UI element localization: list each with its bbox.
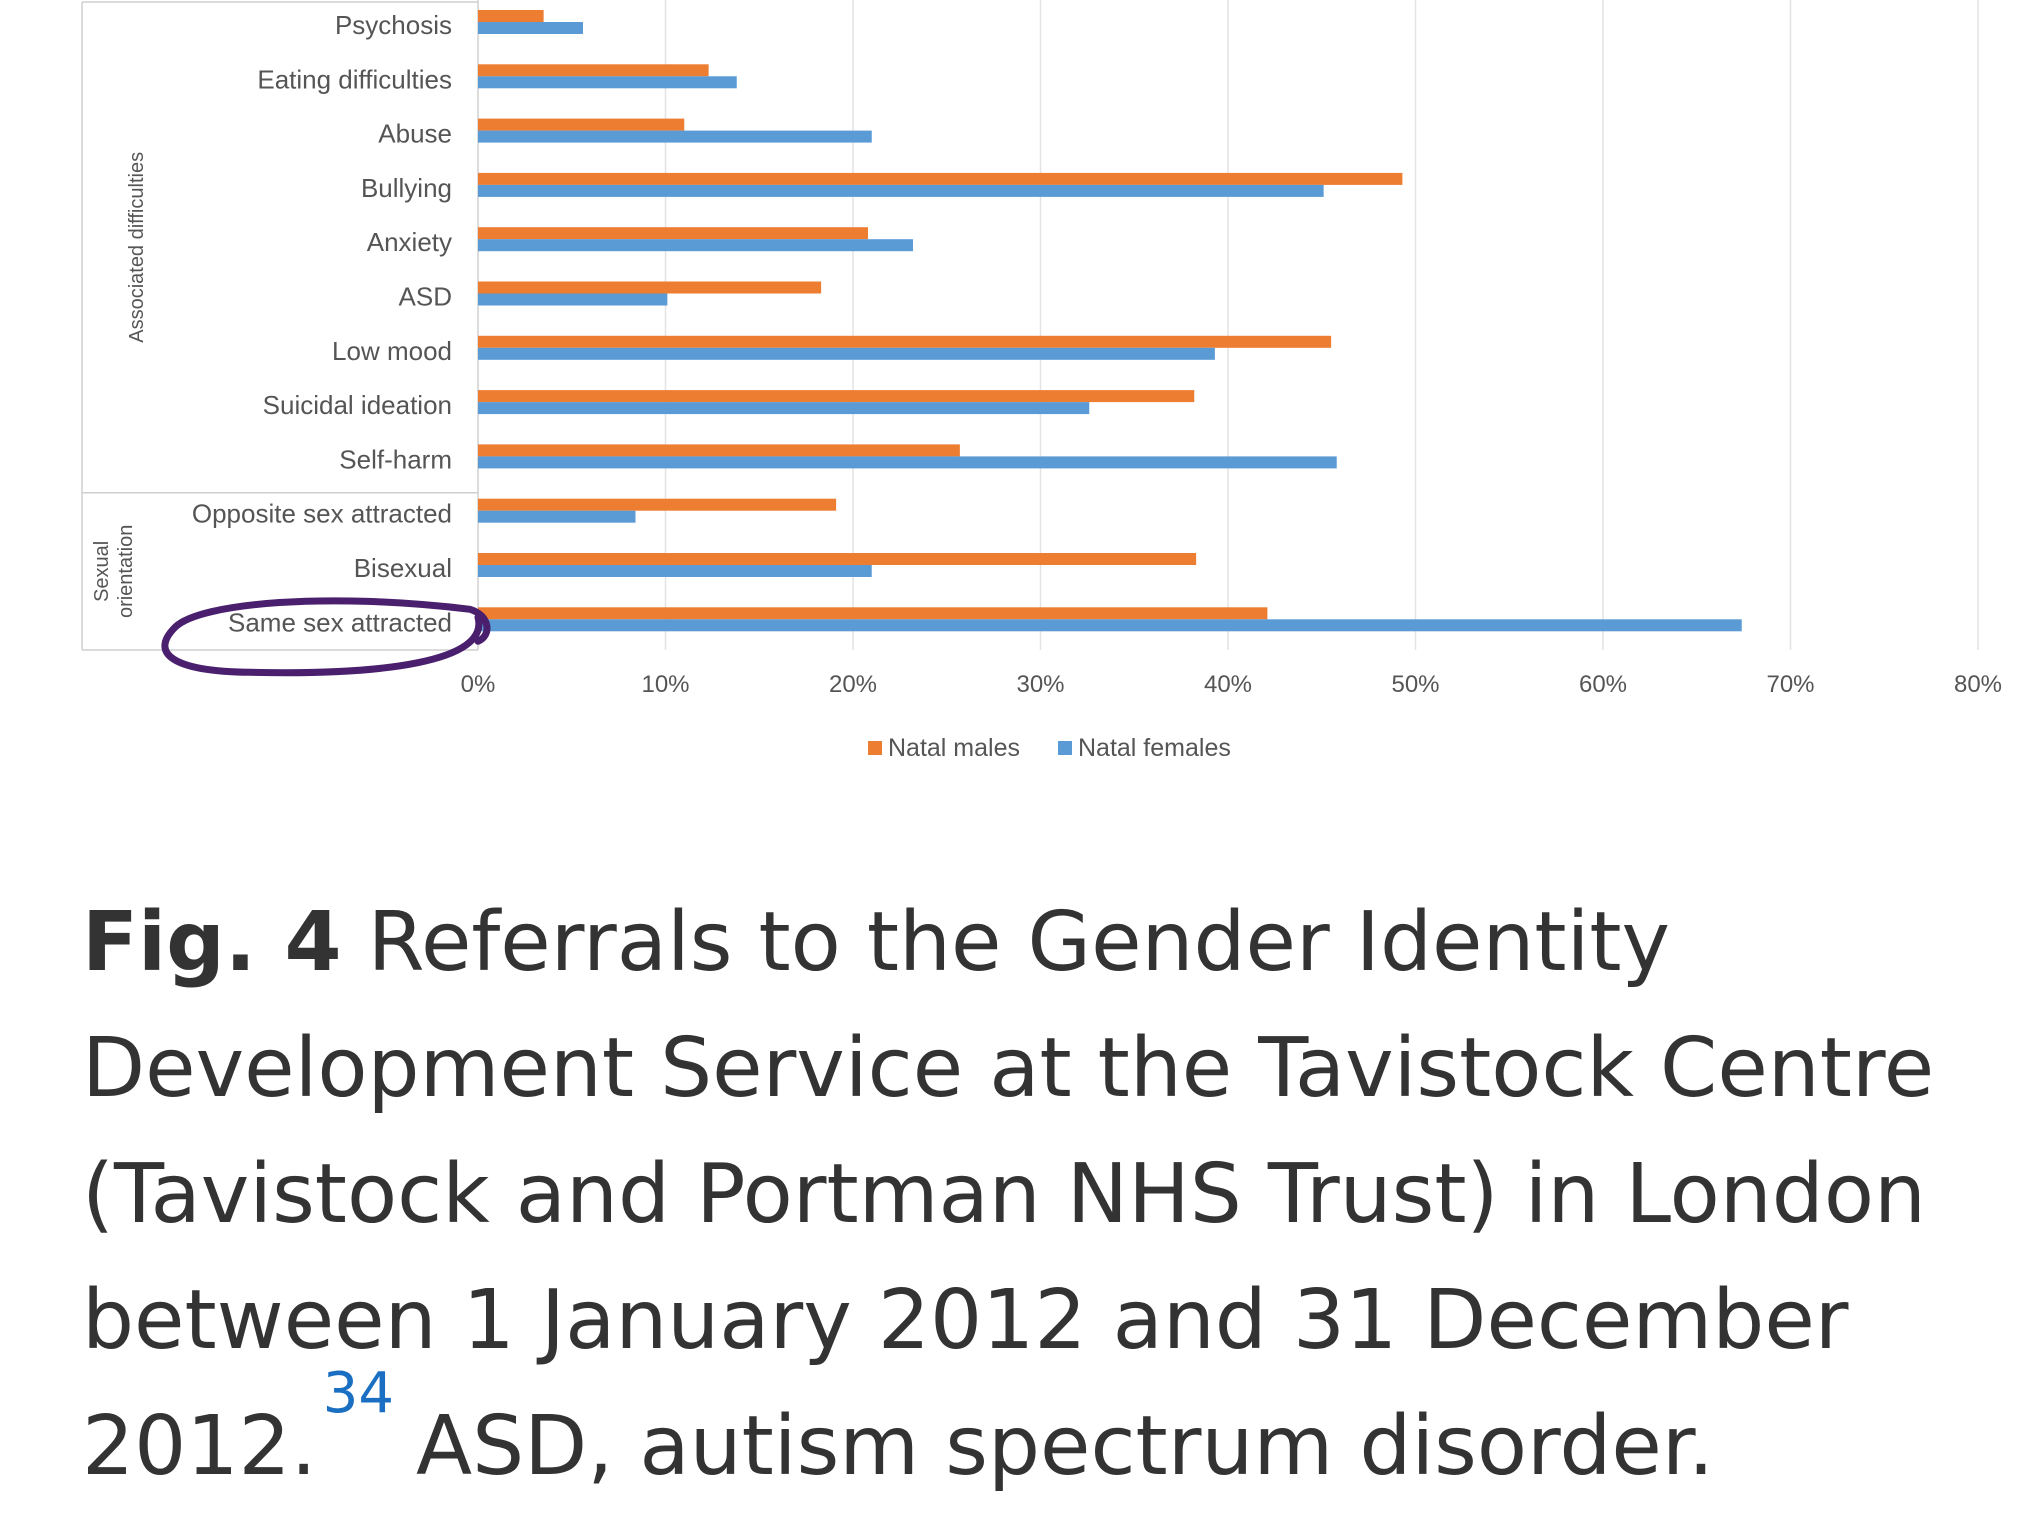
category-label-bisexual: Bisexual [354,553,452,583]
highlight-annotation [161,597,491,677]
bar-natal-females-same-sex-attracted [478,619,1742,632]
category-labels: Psychosis Eating difficulties Abuse Bullyin… [192,10,452,637]
tick-label-20: 20% [829,671,877,698]
legend-label-natal-females: Natal females [1078,734,1231,762]
bar-natal-males-self-harm [478,444,960,457]
figure-label: Fig. 4 [82,895,342,990]
bar-chart: Associated difficulties Sexual orientation… [81,0,2002,762]
bar-natal-males-suicidal-ideation [478,390,1195,403]
group-label-associated-difficulties: Associated difficulties [126,152,148,343]
bar-natal-males-anxiety [478,227,868,240]
bar-natal-males-same-sex-attracted [478,607,1268,620]
caption-abbreviation: ASD, autism spectrum disorder. [416,1399,1715,1494]
category-label-suicidal-ideation: Suicidal ideation [263,390,452,420]
category-label-bullying: Bullying [361,173,452,203]
legend-swatch-natal-females [1058,741,1072,755]
bar-natal-males-low-mood [478,335,1332,348]
bar-natal-females-low-mood [478,347,1215,360]
tick-label-50: 50% [1391,671,1439,698]
figure-caption: Fig. 4 Referrals to the Gender Identity … [82,880,1982,1510]
x-axis-ticks: 0% 10% 20% 30% 40% 50% 60% 70% 80% [461,671,2002,698]
legend-label-natal-males: Natal males [888,734,1020,762]
category-label-eating-difficulties: Eating difficulties [257,64,452,94]
bar-natal-females-bisexual [478,565,872,577]
tick-label-80: 80% [1954,671,2002,698]
bar-natal-females-self-harm [478,456,1337,469]
category-label-psychosis: Psychosis [335,10,452,40]
category-label-anxiety: Anxiety [367,227,452,257]
tick-label-30: 30% [1016,671,1064,698]
reference-link[interactable]: 34 [322,1361,395,1426]
bar-natal-females-bullying [478,184,1324,197]
bar-natal-females-eating-difficulties [478,76,737,89]
tick-label-70: 70% [1766,671,1814,698]
bar-natal-females-opposite-sex-attracted [478,510,636,523]
category-label-opposite-sex-attracted: Opposite sex attracted [192,499,452,529]
bar-natal-males-eating-difficulties [478,64,709,77]
tick-label-60: 60% [1579,671,1627,698]
bar-natal-females-suicidal-ideation [478,402,1090,415]
gridlines [477,0,1979,650]
tick-label-10: 10% [641,671,689,698]
bar-natal-males-bullying [478,172,1403,185]
bar-natal-females-asd [478,293,668,306]
legend-swatch-natal-males [868,741,882,755]
group-labels: Associated difficulties Sexual orientation [91,152,148,618]
tick-label-40: 40% [1204,671,1252,698]
tick-label-0: 0% [461,671,496,698]
bar-natal-males-bisexual [478,553,1197,565]
category-label-same-sex-attracted: Same sex attracted [228,607,452,637]
bar-natal-females-anxiety [478,239,913,252]
bars [478,10,1742,632]
bar-natal-females-abuse [478,130,872,143]
group-separators [81,1,478,651]
category-label-self-harm: Self-harm [339,444,452,474]
highlight-circle [161,597,491,677]
group-label-sexual-orientation: Sexual orientation [91,525,137,618]
category-label-low-mood: Low mood [332,336,452,366]
bar-natal-females-psychosis [478,22,583,34]
bar-natal-males-opposite-sex-attracted [478,498,837,511]
bar-natal-males-psychosis [478,10,544,22]
bar-natal-males-asd [478,281,822,294]
category-label-abuse: Abuse [378,119,452,149]
category-label-asd: ASD [399,282,452,312]
bar-natal-males-abuse [478,118,685,131]
legend: Natal males Natal females [868,734,1231,762]
caption-text: Referrals to the Gender Identity Develop… [82,895,1935,1494]
